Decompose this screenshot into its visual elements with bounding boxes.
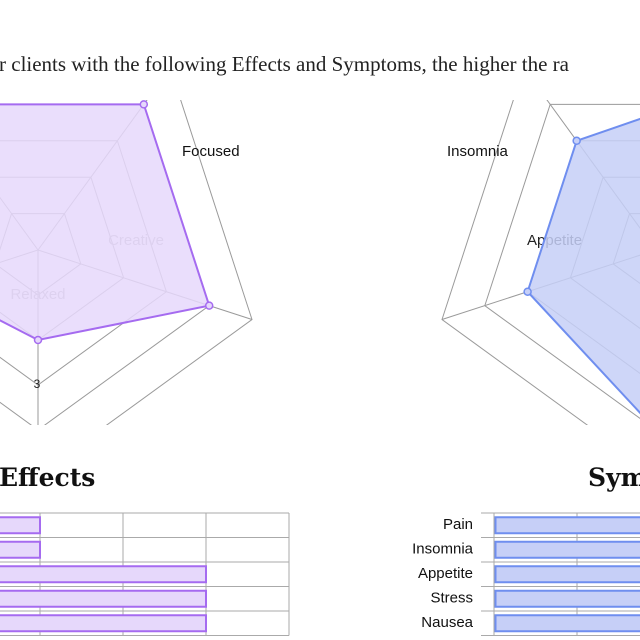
radar-point: [139, 100, 149, 109]
bar: [0, 516, 41, 535]
intro-text: r clients with the following Effects and…: [0, 52, 570, 76]
bar-label: Pain: [443, 516, 473, 533]
bar: [494, 614, 640, 633]
bar: [494, 589, 640, 608]
bar-label: Appetite: [418, 565, 473, 582]
section-title: Effects: [0, 463, 95, 492]
radar-axis-label: Focused: [182, 143, 240, 160]
radar-area: [0, 103, 211, 342]
bar: [0, 540, 41, 559]
radar-point: [33, 335, 43, 345]
bar-label: Stress: [430, 590, 473, 607]
radar-point: [204, 301, 214, 310]
radar-ring: [441, 100, 589, 425]
bar: [0, 565, 207, 584]
radar-chart: CreativeRelaxed3Focused: [0, 100, 253, 425]
radar-ring: [105, 100, 253, 425]
radar-ring: [484, 103, 640, 419]
bar: [494, 565, 640, 584]
bar: [0, 589, 207, 608]
bar-label: Nausea: [421, 614, 473, 631]
section-title: Sym: [588, 463, 640, 492]
bar-label: Insomnia: [412, 541, 474, 558]
radar-point: [523, 287, 532, 296]
bar: [0, 614, 207, 633]
bar: [494, 540, 640, 559]
radar-point: [572, 136, 581, 146]
radar-area: [526, 117, 640, 415]
radar-chart: AppetiteInsomnia: [441, 100, 640, 425]
bar: [494, 516, 640, 535]
radar-tick-label: 3: [34, 377, 41, 391]
radar-axis-label: Insomnia: [447, 143, 509, 160]
